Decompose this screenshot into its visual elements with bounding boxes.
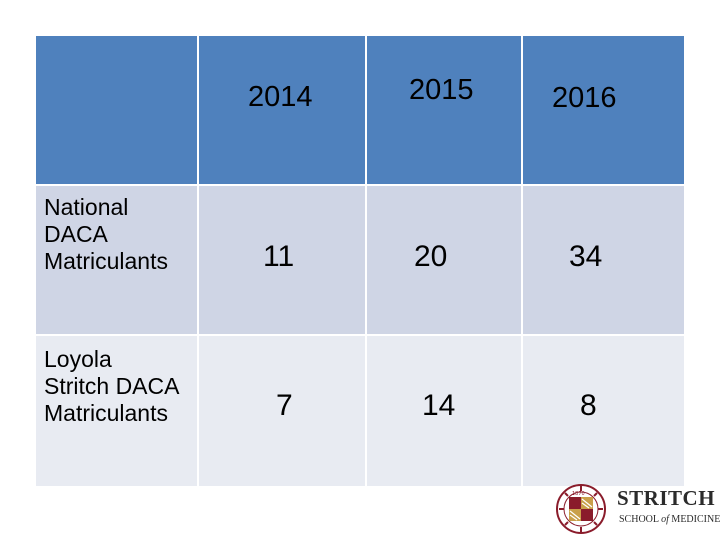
value-loyola-2014: 7 xyxy=(276,389,293,422)
row-label-line: Matriculants xyxy=(44,247,168,274)
value-loyola-2016: 8 xyxy=(580,389,597,422)
header-cell-2015: 2015 xyxy=(367,36,521,184)
value-cell: 20 xyxy=(367,186,521,334)
value-loyola-2015: 14 xyxy=(422,389,456,422)
row-label-cell-loyola: Loyola Stritch DACA Matriculants xyxy=(36,336,197,486)
value-cell: 14 xyxy=(367,336,521,486)
stritch-logo: 1870 STRITCH SCHOOL of MEDICINE xyxy=(556,484,720,534)
data-table: 2014 2015 2016 National DACA Matriculant… xyxy=(36,36,684,486)
university-seal-icon: 1870 xyxy=(556,484,606,534)
row-label-line: National xyxy=(44,194,129,220)
row-label-line: DACA xyxy=(44,220,108,247)
logo-subtitle: SCHOOL of MEDICINE xyxy=(619,514,720,525)
value-cell: 8 xyxy=(523,336,684,486)
value-cell: 7 xyxy=(199,336,365,486)
value-cell: 11 xyxy=(199,186,365,334)
value-national-2014: 11 xyxy=(263,240,295,273)
row-label-line: Stritch DACA xyxy=(44,372,180,399)
header-corner-cell xyxy=(36,36,197,184)
seal-year: 1870 xyxy=(572,491,585,497)
row-label-line: Loyola xyxy=(44,346,112,372)
logo-subtitle-of: of xyxy=(661,514,669,525)
header-cell-2014: 2014 xyxy=(199,36,365,184)
value-cell: 34 xyxy=(523,186,684,334)
year-2015-label: 2015 xyxy=(409,74,474,106)
logo-subtitle-post: MEDICINE xyxy=(668,514,720,525)
header-cell-2016: 2016 xyxy=(523,36,684,184)
row-label-loyola: Loyola Stritch DACA Matriculants xyxy=(44,346,179,427)
value-national-2015: 20 xyxy=(414,240,448,273)
row-label-line: Matriculants xyxy=(44,399,168,426)
year-2016-label: 2016 xyxy=(552,82,617,114)
value-national-2016: 34 xyxy=(569,240,603,273)
year-2014-label: 2014 xyxy=(248,81,313,113)
row-label-national: National DACA Matriculants xyxy=(44,194,168,275)
logo-title: STRITCH xyxy=(617,486,716,510)
logo-subtitle-pre: SCHOOL xyxy=(619,514,662,525)
row-label-cell-national: National DACA Matriculants xyxy=(36,186,197,334)
